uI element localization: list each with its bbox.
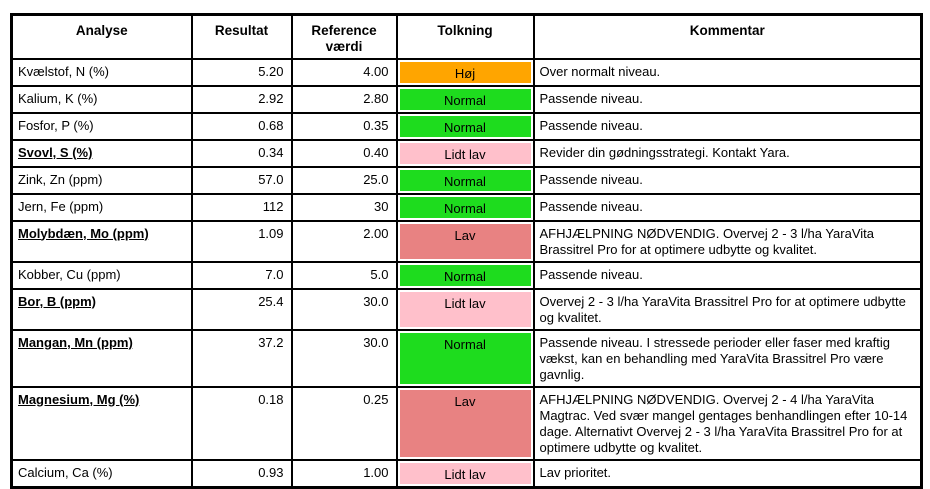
interpretation-label: Normal <box>444 200 486 216</box>
reference-value: 0.35 <box>290 111 398 141</box>
interpretation-label: Normal <box>444 92 486 108</box>
analyte-name: Bor, B (ppm) <box>10 287 193 331</box>
analyte-name: Magnesium, Mg (%) <box>10 385 193 461</box>
comment-text: AFHJÆLPNING NØDVENDIG. Overvej 2 - 4 l/h… <box>532 385 923 461</box>
result-value: 0.34 <box>190 138 293 168</box>
table-header: Analyse Resultat Reference værdi Tolknin… <box>10 13 923 60</box>
analyte-name: Kalium, K (%) <box>10 84 193 114</box>
comment-text: Overvej 2 - 3 l/ha YaraVita Brassitrel P… <box>532 287 923 331</box>
interpretation-badge: Normal <box>395 260 535 290</box>
reference-value: 1.00 <box>290 458 398 488</box>
result-value: 7.0 <box>190 260 293 290</box>
reference-value: 2.80 <box>290 84 398 114</box>
comment-text: Passende niveau. <box>532 84 923 114</box>
reference-value: 30.0 <box>290 328 398 388</box>
comment-text: Passende niveau. <box>532 260 923 290</box>
reference-value: 0.25 <box>290 385 398 461</box>
nutrient-analysis-table: Analyse Resultat Reference værdi Tolknin… <box>10 13 923 489</box>
col-header-resultat: Resultat <box>190 13 293 60</box>
table-row: Calcium, Ca (%) 0.93 1.00 Lidt lav Lav p… <box>10 458 923 488</box>
interpretation-label: Normal <box>444 268 486 284</box>
interpretation-label: Lidt lav <box>444 295 486 311</box>
comment-text: AFHJÆLPNING NØDVENDIG. Overvej 2 - 3 l/h… <box>532 219 923 263</box>
header-row: Analyse Resultat Reference værdi Tolknin… <box>10 13 923 60</box>
comment-text: Lav prioritet. <box>532 458 923 488</box>
reference-value: 0.40 <box>290 138 398 168</box>
interpretation-badge: Lidt lav <box>395 287 535 331</box>
reference-value: 4.00 <box>290 57 398 87</box>
reference-value: 30 <box>290 192 398 222</box>
interpretation-badge: Normal <box>395 328 535 388</box>
table-row: Molybdæn, Mo (ppm) 1.09 2.00 Lav AFHJÆLP… <box>10 219 923 263</box>
analyte-name: Kvælstof, N (%) <box>10 57 193 87</box>
result-value: 0.93 <box>190 458 293 488</box>
interpretation-badge: Normal <box>395 111 535 141</box>
interpretation-label: Lav <box>454 393 476 409</box>
col-header-reference: Reference værdi <box>290 13 398 60</box>
interpretation-label: Lidt lav <box>444 146 486 162</box>
interpretation-label: Lav <box>454 227 476 243</box>
result-value: 5.20 <box>190 57 293 87</box>
reference-value: 30.0 <box>290 287 398 331</box>
analyte-name: Zink, Zn (ppm) <box>10 165 193 195</box>
analyte-name: Calcium, Ca (%) <box>10 458 193 488</box>
interpretation-badge: Normal <box>395 165 535 195</box>
interpretation-badge: Lav <box>395 219 535 263</box>
result-value: 0.68 <box>190 111 293 141</box>
result-value: 0.18 <box>190 385 293 461</box>
reference-value: 25.0 <box>290 165 398 195</box>
interpretation-label: Normal <box>444 173 486 189</box>
comment-text: Passende niveau. <box>532 192 923 222</box>
table-body: Kvælstof, N (%) 5.20 4.00 Høj Over norma… <box>10 57 923 488</box>
col-header-kommentar: Kommentar <box>532 13 923 60</box>
interpretation-label: Normal <box>444 336 486 352</box>
comment-text: Revider din gødningsstrategi. Kontakt Ya… <box>532 138 923 168</box>
analysis-report-page: Analyse Resultat Reference værdi Tolknin… <box>10 13 923 489</box>
result-value: 25.4 <box>190 287 293 331</box>
analyte-name: Molybdæn, Mo (ppm) <box>10 219 193 263</box>
reference-value: 5.0 <box>290 260 398 290</box>
interpretation-badge: Høj <box>395 57 535 87</box>
result-value: 2.92 <box>190 84 293 114</box>
interpretation-label: Lidt lav <box>444 466 486 482</box>
comment-text: Passende niveau. I stressede perioder el… <box>532 328 923 388</box>
table-row: Svovl, S (%) 0.34 0.40 Lidt lav Revider … <box>10 138 923 168</box>
col-header-analyse: Analyse <box>10 13 193 60</box>
table-row: Bor, B (ppm) 25.4 30.0 Lidt lav Overvej … <box>10 287 923 331</box>
comment-text: Passende niveau. <box>532 111 923 141</box>
interpretation-badge: Normal <box>395 84 535 114</box>
col-header-tolkning: Tolkning <box>395 13 535 60</box>
analyte-name: Fosfor, P (%) <box>10 111 193 141</box>
table-row: Zink, Zn (ppm) 57.0 25.0 Normal Passende… <box>10 165 923 195</box>
table-row: Kalium, K (%) 2.92 2.80 Normal Passende … <box>10 84 923 114</box>
interpretation-label: Normal <box>444 119 486 135</box>
comment-text: Passende niveau. <box>532 165 923 195</box>
result-value: 112 <box>190 192 293 222</box>
interpretation-badge: Lidt lav <box>395 138 535 168</box>
table-row: Kobber, Cu (ppm) 7.0 5.0 Normal Passende… <box>10 260 923 290</box>
result-value: 1.09 <box>190 219 293 263</box>
interpretation-badge: Lav <box>395 385 535 461</box>
interpretation-badge: Normal <box>395 192 535 222</box>
interpretation-badge: Lidt lav <box>395 458 535 488</box>
analyte-name: Svovl, S (%) <box>10 138 193 168</box>
analyte-name: Jern, Fe (ppm) <box>10 192 193 222</box>
table-row: Kvælstof, N (%) 5.20 4.00 Høj Over norma… <box>10 57 923 87</box>
table-row: Magnesium, Mg (%) 0.18 0.25 Lav AFHJÆLPN… <box>10 385 923 461</box>
analyte-name: Mangan, Mn (ppm) <box>10 328 193 388</box>
interpretation-label: Høj <box>454 65 476 81</box>
table-row: Mangan, Mn (ppm) 37.2 30.0 Normal Passen… <box>10 328 923 388</box>
analyte-name: Kobber, Cu (ppm) <box>10 260 193 290</box>
table-row: Jern, Fe (ppm) 112 30 Normal Passende ni… <box>10 192 923 222</box>
table-row: Fosfor, P (%) 0.68 0.35 Normal Passende … <box>10 111 923 141</box>
result-value: 37.2 <box>190 328 293 388</box>
result-value: 57.0 <box>190 165 293 195</box>
comment-text: Over normalt niveau. <box>532 57 923 87</box>
reference-value: 2.00 <box>290 219 398 263</box>
